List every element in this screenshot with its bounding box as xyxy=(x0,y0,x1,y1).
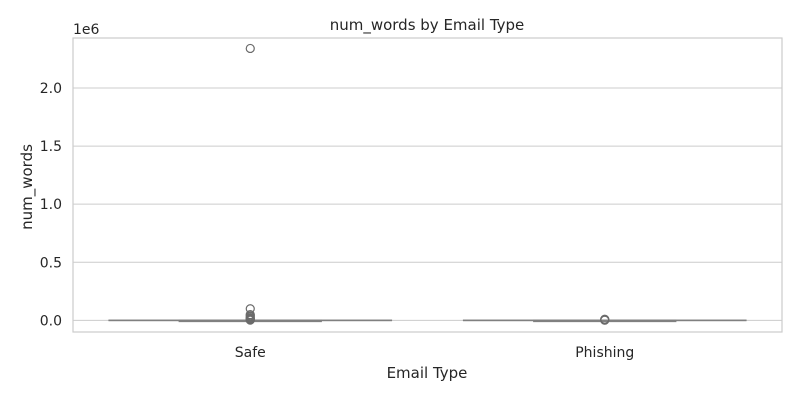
grid-lines xyxy=(73,87,782,321)
y-tick-label: 0.0 xyxy=(40,313,62,329)
y-tick-label: 1.5 xyxy=(40,139,62,155)
y-tick-labels: 0.0 0.5 1.0 1.5 2.0 xyxy=(40,81,62,329)
x-tick-label: Phishing xyxy=(575,345,634,361)
x-tick-labels: Safe Phishing xyxy=(235,345,635,361)
outlier-point xyxy=(600,315,610,325)
chart-title: num_words by Email Type xyxy=(330,16,525,35)
y-tick-label: 2.0 xyxy=(40,81,62,97)
y-offset-label: 1e6 xyxy=(73,22,100,38)
plot-frame xyxy=(72,37,783,333)
box-marks xyxy=(108,43,747,325)
outlier-point xyxy=(245,315,255,325)
box-phishing xyxy=(462,314,747,325)
y-tick-label: 1.0 xyxy=(40,197,62,213)
box-safe xyxy=(108,43,393,325)
x-axis-title: Email Type xyxy=(387,364,468,382)
y-tick-label: 0.5 xyxy=(40,255,62,271)
y-axis-title: num_words xyxy=(18,144,37,230)
outlier-point xyxy=(245,43,255,54)
x-tick-label: Safe xyxy=(235,345,266,361)
